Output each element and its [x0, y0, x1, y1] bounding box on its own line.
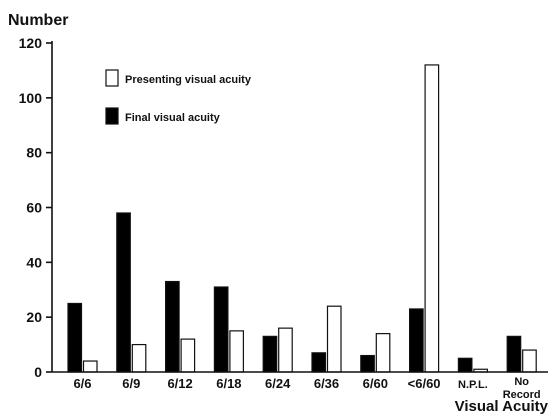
bar-final [67, 302, 83, 373]
bar-final [116, 212, 131, 373]
legend-swatch [105, 107, 119, 125]
y-tick-label: 40 [26, 254, 42, 270]
x-axis-title: Visual Acuity [455, 398, 549, 415]
y-tick-label: 60 [26, 200, 42, 216]
bar-final [165, 280, 180, 373]
bar-presenting [82, 360, 98, 373]
bar-final [311, 352, 327, 373]
bar-presenting [131, 343, 147, 373]
x-category-label: No Record [503, 376, 541, 401]
y-tick-label: 100 [19, 90, 43, 106]
legend: Presenting visual acuity Final visual acu… [105, 69, 252, 125]
x-category-label: 6/24 [265, 376, 291, 391]
bar-final [457, 357, 473, 373]
bar-final [506, 335, 522, 373]
bar-presenting [424, 64, 440, 373]
x-category-label: 6/36 [314, 376, 339, 391]
x-axis-categories: 6/6 6/9 6/12 6/18 6/24 6/36 6/60 <6/60 N.P.L. No R… [73, 376, 540, 401]
y-tick-label: 80 [26, 145, 42, 161]
bar-final [409, 308, 424, 373]
bar-final [262, 335, 278, 373]
x-category-label: 6/12 [167, 376, 192, 391]
bar-presenting [375, 333, 391, 373]
y-axis-ticks: 0 20 40 60 80 100 120 [19, 35, 52, 380]
x-category-label: 6/60 [363, 376, 388, 391]
y-tick-label: 20 [26, 309, 42, 325]
bar-final [213, 286, 229, 373]
x-category-label: N.P.L. [458, 379, 488, 391]
bar-presenting [180, 338, 196, 373]
x-category-label: 6/9 [122, 376, 140, 391]
bar-presenting [229, 330, 244, 373]
bar-final [360, 354, 375, 373]
y-tick-label: 120 [19, 35, 43, 51]
x-category-label: 6/6 [73, 376, 91, 391]
y-tick-label: 0 [34, 364, 42, 380]
bar-presenting [278, 327, 293, 373]
bar-presenting [522, 349, 537, 373]
y-axis-title: Number [8, 12, 68, 29]
x-category-label: <6/60 [408, 376, 441, 391]
x-category-label: 6/18 [216, 376, 241, 391]
bars-group [67, 64, 537, 373]
bar-presenting [326, 305, 342, 373]
legend-label: Presenting visual acuity [125, 74, 252, 86]
legend-label: Final visual acuity [125, 112, 221, 124]
legend-swatch [105, 69, 119, 87]
